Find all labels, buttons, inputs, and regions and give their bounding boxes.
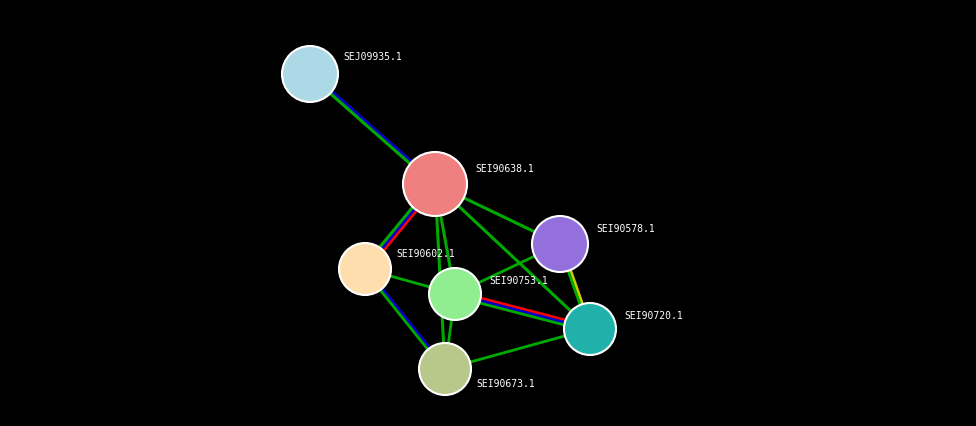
Circle shape [532, 216, 588, 272]
Text: SEI90753.1: SEI90753.1 [489, 275, 548, 285]
Circle shape [282, 47, 338, 103]
Circle shape [419, 343, 471, 395]
Text: SEI90602.1: SEI90602.1 [396, 248, 455, 259]
Text: SEI90720.1: SEI90720.1 [624, 310, 683, 320]
Text: SEI90638.1: SEI90638.1 [475, 164, 534, 173]
Circle shape [429, 268, 481, 320]
Circle shape [403, 153, 467, 216]
Circle shape [339, 243, 391, 295]
Text: SEJ09935.1: SEJ09935.1 [343, 52, 402, 62]
Circle shape [564, 303, 616, 355]
Text: SEI90673.1: SEI90673.1 [476, 378, 535, 388]
Text: SEI90578.1: SEI90578.1 [596, 224, 655, 233]
